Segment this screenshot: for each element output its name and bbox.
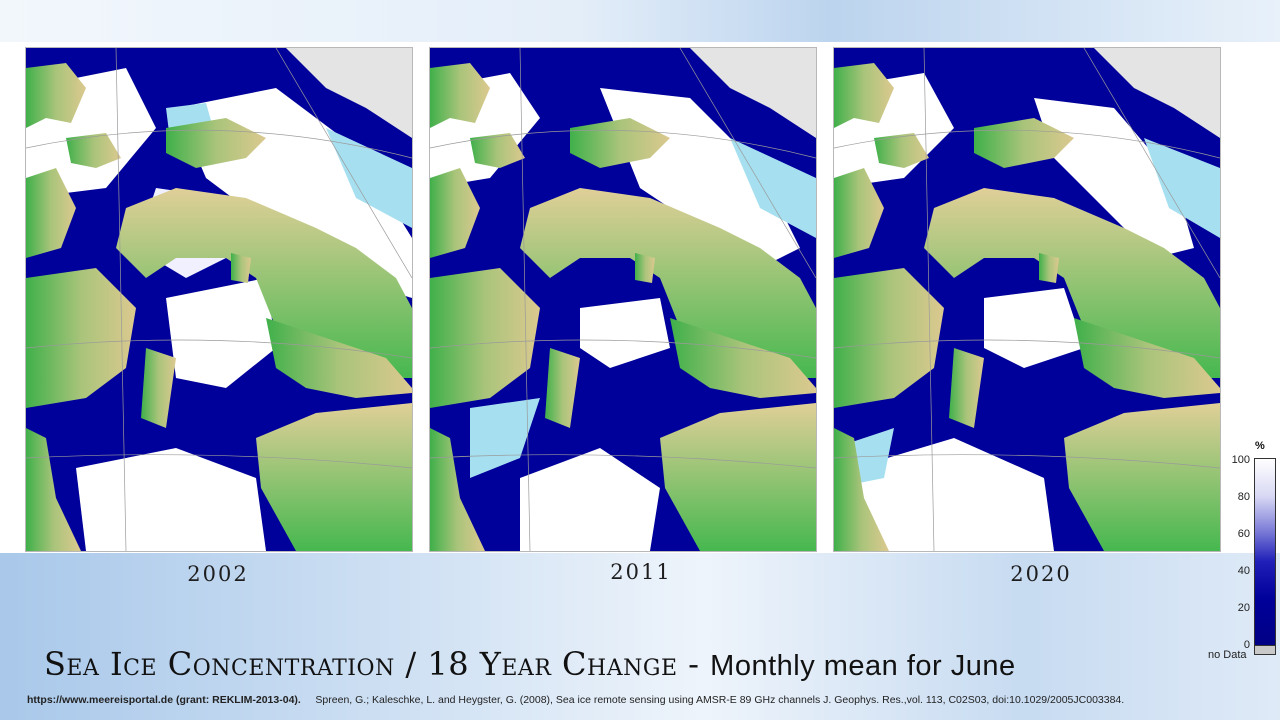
footer-band xyxy=(0,553,1280,720)
credit-source: https://www.meereisportal.de (grant: REK… xyxy=(27,694,301,706)
legend-tick-40: 40 xyxy=(1237,565,1250,577)
map-panel-2011 xyxy=(429,47,817,552)
title-main: Sea Ice Concentration / 18 Year Change xyxy=(44,645,678,683)
map-panel-2020 xyxy=(833,47,1221,552)
sea-ice-map-2002 xyxy=(26,48,412,551)
header-band xyxy=(0,0,1280,42)
legend-tick-60: 60 xyxy=(1237,528,1250,540)
legend-unit: % xyxy=(1255,440,1265,452)
credit-citation: Spreen, G.; Kaleschke, L. and Heygster, … xyxy=(315,694,1125,706)
legend-no-data-swatch xyxy=(1254,645,1276,655)
legend-tick-100: 100 xyxy=(1231,454,1250,466)
year-label-2020: 2020 xyxy=(1010,562,1072,586)
credit-line: https://www.meereisportal.de (grant: REK… xyxy=(27,694,1124,706)
year-label-2011: 2011 xyxy=(610,560,672,584)
legend-tick-0: 0 xyxy=(1243,639,1250,651)
map-panel-2002 xyxy=(25,47,413,552)
legend-no-data-label: no Data xyxy=(1208,649,1247,661)
legend-color-bar xyxy=(1254,458,1276,646)
legend-tick-80: 80 xyxy=(1237,491,1250,503)
main-title: Sea Ice Concentration / 18 Year Change -… xyxy=(44,645,1016,683)
title-subtitle: Monthly mean for June xyxy=(710,650,1016,682)
sea-ice-map-2011 xyxy=(430,48,816,551)
sea-ice-map-2020 xyxy=(834,48,1220,551)
year-label-2002: 2002 xyxy=(187,562,249,586)
title-separator: - xyxy=(688,645,700,683)
legend-tick-20: 20 xyxy=(1237,602,1250,614)
